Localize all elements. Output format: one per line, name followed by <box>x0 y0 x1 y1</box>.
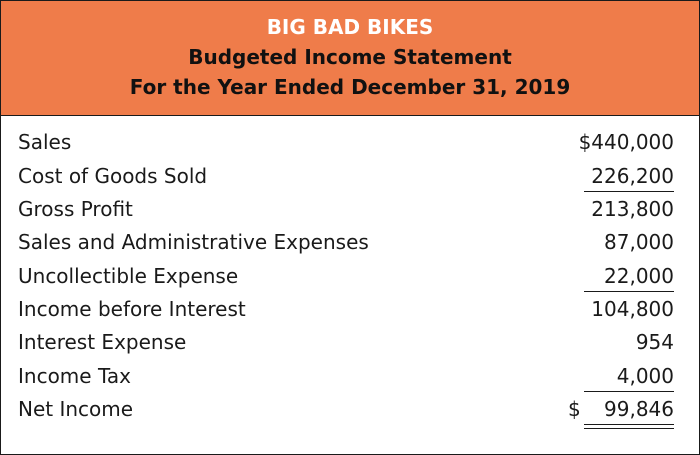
company-name: BIG BAD BIKES <box>266 15 434 39</box>
row-amount: 99,846 <box>604 397 674 421</box>
subtotal-rule <box>584 391 674 392</box>
row-label: Uncollectible Expense <box>18 264 239 288</box>
double-rule-top <box>584 424 674 425</box>
row-uncollectible-expense: Uncollectible Expense 22,000 <box>1 263 699 296</box>
row-amount: 87,000 <box>604 230 674 254</box>
row-label: Gross Profit <box>18 197 133 221</box>
statement-header: BIG BAD BIKES Budgeted Income Statement … <box>1 1 699 116</box>
row-income-tax: Income Tax 4,000 <box>1 363 699 396</box>
row-gross-profit: Gross Profit 213,800 <box>1 196 699 229</box>
row-sales: Sales $440,000 <box>1 129 699 162</box>
subtotal-rule <box>584 291 674 292</box>
row-net-income: Net Income $ 99,846 <box>1 396 699 429</box>
row-amount: 213,800 <box>591 197 674 221</box>
row-amount: 4,000 <box>616 364 674 388</box>
row-label: Net Income <box>18 397 134 421</box>
row-amount: 226,200 <box>591 164 674 188</box>
currency-symbol: $ <box>568 397 581 421</box>
row-cost-of-goods-sold: Cost of Goods Sold 226,200 <box>1 163 699 196</box>
subtotal-rule <box>584 191 674 192</box>
double-rule-bottom <box>584 428 674 429</box>
row-income-before-interest: Income before Interest 104,800 <box>1 296 699 329</box>
row-label: Sales <box>18 130 72 154</box>
row-label: Interest Expense <box>18 330 187 354</box>
row-label: Sales and Administrative Expenses <box>18 230 369 254</box>
row-interest-expense: Interest Expense 954 <box>1 329 699 362</box>
row-sales-admin-expenses: Sales and Administrative Expenses 87,000 <box>1 229 699 262</box>
statement-period: For the Year Ended December 31, 2019 <box>129 75 571 99</box>
row-amount: 104,800 <box>591 297 674 321</box>
row-label: Income before Interest <box>18 297 246 321</box>
row-label: Income Tax <box>18 364 131 388</box>
row-amount: $440,000 <box>578 130 674 154</box>
statement-title: Budgeted Income Statement <box>188 45 512 69</box>
row-amount: 22,000 <box>604 264 674 288</box>
row-label: Cost of Goods Sold <box>18 164 208 188</box>
row-amount: 954 <box>635 330 674 354</box>
